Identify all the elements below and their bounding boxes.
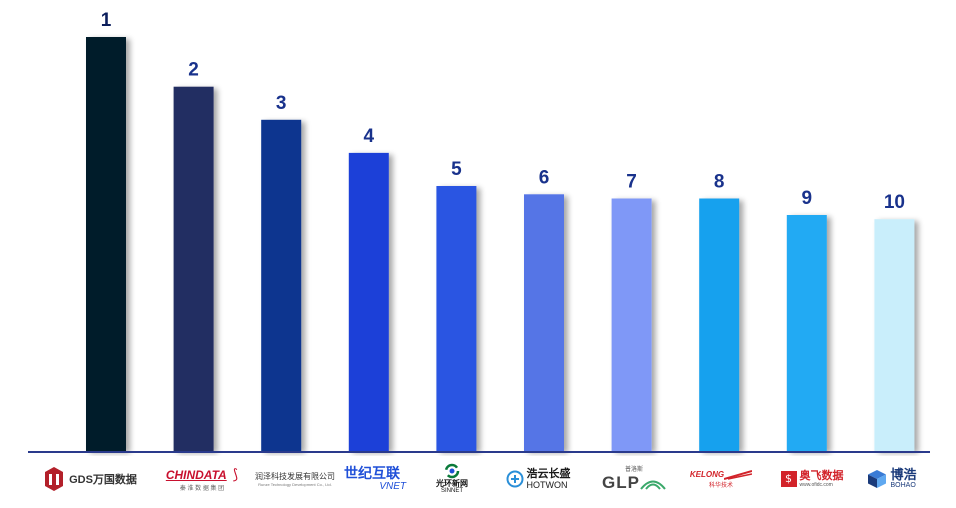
bar-1 <box>86 37 126 451</box>
bar-label-10: 10 <box>884 192 905 213</box>
logo-aofei: $ 奥飞数据 www.ofidc.com <box>772 456 852 502</box>
bar-chart: 1 2 3 4 5 6 7 8 9 10 <box>28 10 930 453</box>
runze-logo-text: 润泽科技发展有限公司 <box>255 472 335 481</box>
chindata-logo-subtext: 秦 淮 数 据 集 团 <box>179 485 225 492</box>
bar-3 <box>261 119 302 452</box>
bar-label-1: 1 <box>101 10 112 31</box>
bohao-cube-icon <box>868 470 887 488</box>
bar-9 <box>786 215 827 451</box>
hotwon-logo-subtext: HOTWON <box>526 480 568 490</box>
logo-runze: 润泽科技发展有限公司 Runze Technology Development … <box>250 456 340 502</box>
runze-logo-subtext: Runze Technology Development Co., Ltd. <box>258 482 332 487</box>
hotwon-mark-icon <box>506 470 523 488</box>
logo-hotwon: 浩云长盛 HOTWON <box>496 456 580 502</box>
logo-sinnet: 光环新网 SINNET <box>424 456 480 502</box>
sinnet-logo-text: 光环新网 <box>436 479 468 488</box>
vnet-logo-subtext: VNET <box>379 481 406 492</box>
logo-gds: GDS万国数据 <box>40 456 140 502</box>
bar-7 <box>611 198 652 451</box>
bar-2 <box>173 86 214 451</box>
sinnet-logo-subtext: SINNET <box>440 488 463 494</box>
glp-logo-text: GLP <box>602 473 640 492</box>
logo-bohao: 博浩 BOHAO <box>860 456 924 502</box>
bar-5 <box>436 186 477 451</box>
glp-arc-icon <box>640 480 666 490</box>
bar-8 <box>699 198 740 451</box>
kelong-logo-subtext: 科华技术 <box>708 482 733 489</box>
bar-label-2: 2 <box>188 60 199 81</box>
aofei-logo-text: 奥飞数据 <box>799 469 844 482</box>
bar-6 <box>524 194 564 452</box>
company-logo-row: GDS万国数据 CHINDATA ⟆ 秦 淮 数 据 集 团 润泽科技发展有限公… <box>0 456 956 502</box>
hotwon-logo-text: 浩云长盛 <box>526 468 571 480</box>
bar-4 <box>348 152 389 451</box>
bar-label-6: 6 <box>539 167 550 188</box>
bar-label-8: 8 <box>714 172 725 193</box>
chindata-mark-icon: ⟆ <box>232 466 239 483</box>
kelong-swoosh-icon <box>724 469 753 480</box>
bohao-logo-subtext: BOHAO <box>890 482 916 489</box>
bar-label-4: 4 <box>364 126 375 147</box>
gds-mark-icon <box>45 467 64 491</box>
kelong-logo-text: KELONG <box>689 470 725 479</box>
bar-label-5: 5 <box>451 159 462 180</box>
vnet-logo-text: 世纪互联 <box>344 465 400 481</box>
aofei-mark-icon: $ <box>780 471 797 487</box>
sinnet-swirl-icon <box>444 463 460 479</box>
logo-glp: 普洛斯 GLP <box>594 456 674 502</box>
bar-label-3: 3 <box>276 93 287 114</box>
logo-kelong: KELONG 科华技术 <box>686 456 756 502</box>
bar-label-7: 7 <box>626 172 637 193</box>
chindata-logo-text: CHINDATA <box>165 467 227 482</box>
gds-logo-text: GDS万国数据 <box>69 474 137 486</box>
aofei-logo-subtext: www.ofidc.com <box>799 481 833 488</box>
glp-logo-subtext: 普洛斯 <box>624 467 643 473</box>
logo-vnet: 世纪互联 VNET <box>338 456 406 502</box>
bar-label-9: 9 <box>802 188 813 209</box>
logo-chindata: CHINDATA ⟆ 秦 淮 数 据 集 团 <box>152 456 252 502</box>
bar-10 <box>874 219 915 451</box>
bohao-logo-text: 博浩 <box>890 467 917 482</box>
